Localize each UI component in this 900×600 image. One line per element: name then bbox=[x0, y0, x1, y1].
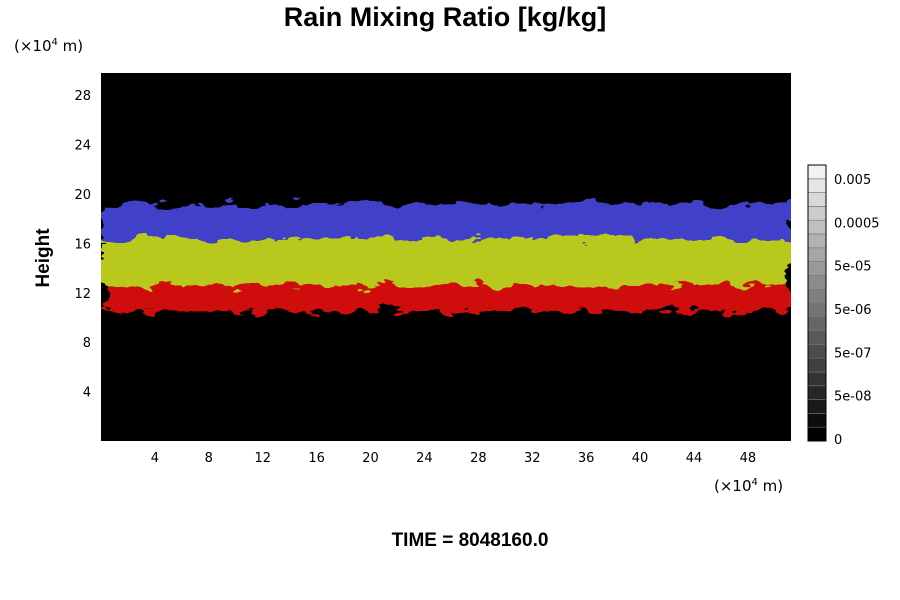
colorbar-swatch bbox=[807, 399, 827, 414]
colorbar-swatch bbox=[807, 330, 827, 345]
y-axis: 4 8 12 16 20 24 28 bbox=[74, 89, 106, 401]
x-tick-label: 4 bbox=[151, 451, 159, 466]
colorbar-swatch bbox=[807, 288, 827, 304]
x-tick-label: 20 bbox=[362, 451, 379, 466]
x-axis: 4 8 12 16 20 24 28 32 36 40 44 48 bbox=[151, 436, 756, 466]
y-axis-unit: (×104 m) bbox=[14, 37, 84, 55]
x-tick-label: 44 bbox=[686, 451, 703, 466]
colorbar-label: 5e-08 bbox=[834, 390, 872, 405]
colorbar-swatch bbox=[807, 247, 827, 262]
x-tick-label: 24 bbox=[416, 451, 433, 466]
colorbar-swatch bbox=[807, 371, 827, 387]
colorbar-swatch bbox=[807, 275, 827, 290]
chart-title: Rain Mixing Ratio [kg/kg] bbox=[283, 2, 607, 32]
colorbar-swatch bbox=[807, 385, 827, 400]
colorbar-swatch bbox=[807, 302, 827, 318]
x-tick-label: 12 bbox=[254, 451, 271, 466]
colorbar: 0.005 0.0005 5e-05 5e-06 5e-07 5e-08 0 bbox=[807, 164, 880, 448]
colorbar-label: 0.0005 bbox=[834, 216, 880, 231]
colorbar-swatch bbox=[807, 192, 827, 207]
y-tick-label: 24 bbox=[74, 139, 91, 154]
x-tick-label: 8 bbox=[205, 451, 213, 466]
x-tick-label: 40 bbox=[632, 451, 649, 466]
time-readout: TIME = 8048160.0 bbox=[391, 530, 549, 551]
colorbar-swatch bbox=[807, 219, 827, 235]
colorbar-swatch bbox=[807, 413, 827, 428]
colorbar-label: 5e-07 bbox=[834, 346, 872, 361]
colorbar-swatch bbox=[807, 357, 827, 373]
colorbar-swatch bbox=[807, 233, 827, 249]
x-axis-unit: (×104 m) bbox=[714, 477, 784, 495]
colorbar-swatch bbox=[807, 178, 827, 193]
colorbar-swatch bbox=[807, 261, 827, 276]
field-layer-3 bbox=[101, 203, 791, 239]
colorbar-swatch bbox=[807, 426, 827, 442]
y-tick-label: 28 bbox=[74, 89, 91, 104]
colorbar-swatch bbox=[807, 206, 827, 221]
colorbar-frame bbox=[807, 164, 827, 442]
colorbar-label: 0.005 bbox=[834, 173, 871, 188]
x-tick-label: 36 bbox=[578, 451, 595, 466]
colorbar-label: 0 bbox=[834, 433, 842, 448]
y-tick-label: 8 bbox=[83, 336, 91, 351]
y-tick-label: 4 bbox=[83, 386, 91, 401]
x-tick-label: 16 bbox=[308, 451, 325, 466]
y-tick-label: 20 bbox=[74, 188, 91, 203]
field-layer-2 bbox=[101, 237, 791, 286]
field-layers bbox=[101, 203, 791, 312]
x-tick-label: 48 bbox=[740, 451, 757, 466]
colorbar-label: 5e-05 bbox=[834, 260, 872, 275]
colorbar-swatch bbox=[807, 164, 827, 180]
x-tick-label: 32 bbox=[524, 451, 541, 466]
colorbar-label: 5e-06 bbox=[834, 303, 872, 318]
colorbar-swatch bbox=[807, 316, 827, 331]
y-tick-label: 12 bbox=[74, 287, 91, 302]
y-tick-label: 16 bbox=[74, 237, 91, 252]
x-tick-label: 28 bbox=[470, 451, 487, 466]
colorbar-swatch bbox=[807, 344, 827, 359]
